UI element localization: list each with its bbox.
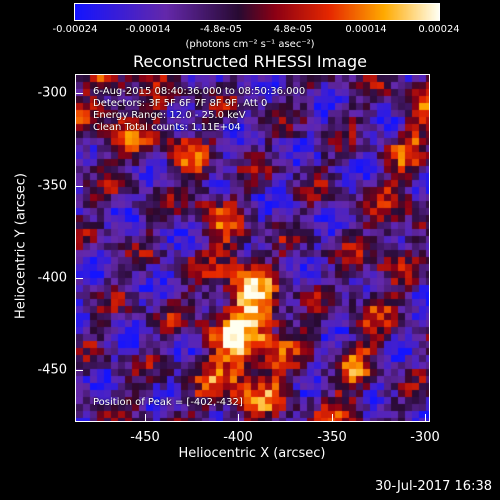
colorbar-tick: 0.00024 [418, 24, 460, 35]
x-axis-label: Heliocentric X (arcsec) [178, 446, 326, 461]
x-tickmark [332, 414, 333, 421]
x-tick-label: -450 [130, 430, 160, 445]
colorbar-tick: -4.8e-05 [200, 24, 242, 35]
y-tickmark [76, 370, 83, 371]
colorbar-tick: 4.8e-05 [273, 24, 313, 35]
y-tick-label: -450 [37, 362, 67, 378]
rhessi-image [76, 75, 429, 421]
x-tickmark [238, 414, 239, 421]
energy-range-annotation: Energy Range: 12.0 - 25.0 keV [93, 110, 246, 121]
y-tick-label: -300 [37, 85, 67, 101]
y-tickmark [76, 278, 83, 279]
y-tickmark [76, 186, 83, 187]
y-tickmark [76, 93, 83, 94]
x-tick-label: -300 [410, 430, 440, 445]
x-tickmark [425, 414, 426, 421]
y-axis-label: Heliocentric Y (arcsec) [13, 173, 29, 319]
y-tick-label: -350 [37, 178, 67, 194]
colorbar-units: (photons cm⁻² s⁻¹ asec⁻²) [185, 39, 315, 50]
time-range-annotation: 6-Aug-2015 08:40:36.000 to 08:50:36.000 [93, 86, 306, 97]
x-tick-label: -400 [223, 430, 253, 445]
footer-date: 30-Jul-2017 16:38 [374, 479, 492, 494]
colorbar [74, 3, 440, 21]
colorbar-tick: -0.00024 [52, 24, 98, 35]
clean-counts-annotation: Clean Total counts: 1.11E+04 [93, 122, 241, 133]
detectors-annotation: Detectors: 3F 5F 6F 7F 8F 9F, Att 0 [93, 98, 268, 109]
peak-position-annotation: Position of Peak = [-402,-432] [93, 397, 243, 408]
colorbar-tick: 0.00014 [345, 24, 387, 35]
plot-frame [75, 74, 430, 422]
x-tick-label: -350 [317, 430, 347, 445]
y-tick-label: -400 [37, 270, 67, 286]
colorbar-tick: -0.00014 [125, 24, 171, 35]
x-tickmark [145, 414, 146, 421]
plot-title: Reconstructed RHESSI Image [133, 52, 367, 71]
